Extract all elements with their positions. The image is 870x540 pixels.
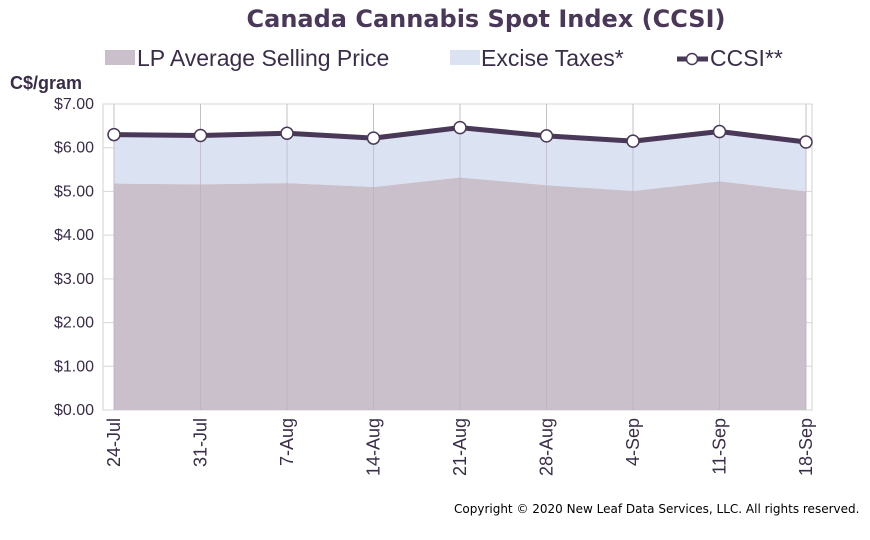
- ccsi-point: [799, 135, 813, 149]
- ccsi-point: [193, 128, 208, 143]
- x-tick-label: 18-Sep: [796, 418, 816, 476]
- chart-title: Canada Cannabis Spot Index (CCSI): [247, 5, 726, 33]
- y-tick-label: $7.00: [54, 96, 94, 113]
- ccsi-point: [366, 131, 381, 145]
- y-tick-label: $4.00: [54, 227, 94, 244]
- x-tick-label: 11-Sep: [710, 418, 730, 475]
- y-tick-label: $3.00: [54, 271, 94, 288]
- x-tick-label: 21-Aug: [450, 418, 470, 476]
- y-tick-label: $6.00: [54, 140, 94, 157]
- ccsi-point: [712, 124, 727, 139]
- y-tick-label: $0.00: [54, 402, 94, 419]
- legend-label-excise: Excise Taxes*: [481, 45, 624, 71]
- plot-area: $0.00 $1.00 $2.00 $3.00 $4.00 $5.00 $6.00 $7.00…: [54, 96, 816, 476]
- ccsi-point: [107, 127, 121, 142]
- x-tick-label: 4-Sep: [623, 418, 643, 466]
- x-tick-label: 24-Jul: [104, 418, 124, 467]
- legend-label-lp: LP Average Selling Price: [137, 45, 389, 71]
- legend-swatch-lp: [105, 50, 135, 65]
- x-tick-label: 28-Aug: [537, 418, 557, 476]
- copyright-text: Copyright © 2020 New Leaf Data Services,…: [454, 502, 859, 516]
- y-tick-label: $2.00: [54, 315, 94, 332]
- y-tick-label: $5.00: [54, 183, 94, 200]
- ccsi-point: [453, 120, 467, 135]
- legend-label-ccsi: CCSI**: [710, 45, 783, 71]
- x-tick-label: 14-Aug: [364, 418, 384, 476]
- ccsi-point: [539, 129, 554, 143]
- y-tick-label: $1.00: [54, 358, 94, 375]
- legend: LP Average Selling Price Excise Taxes* CCS…: [105, 45, 783, 71]
- x-tick-label: 31-Jul: [191, 418, 211, 467]
- ccsi-point: [626, 134, 640, 148]
- y-axis-label: C$/gram: [10, 73, 82, 93]
- x-tick-label: 7-Aug: [277, 418, 297, 466]
- ccsi-point: [280, 126, 294, 141]
- legend-swatch-excise: [450, 50, 480, 65]
- legend-swatch-ccsi-marker: [685, 52, 699, 66]
